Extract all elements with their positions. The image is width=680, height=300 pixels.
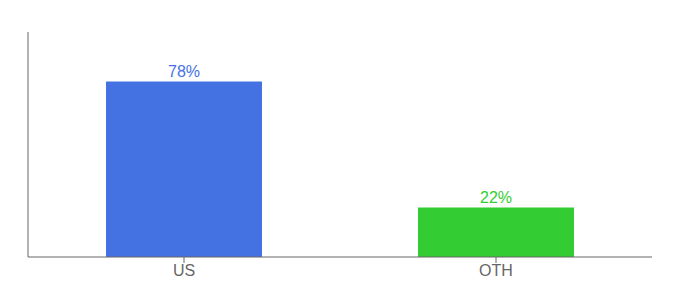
svg-text:78%: 78% [168,63,200,80]
svg-text:US: US [173,262,195,279]
svg-text:OTH: OTH [479,262,513,279]
svg-text:22%: 22% [480,189,512,206]
